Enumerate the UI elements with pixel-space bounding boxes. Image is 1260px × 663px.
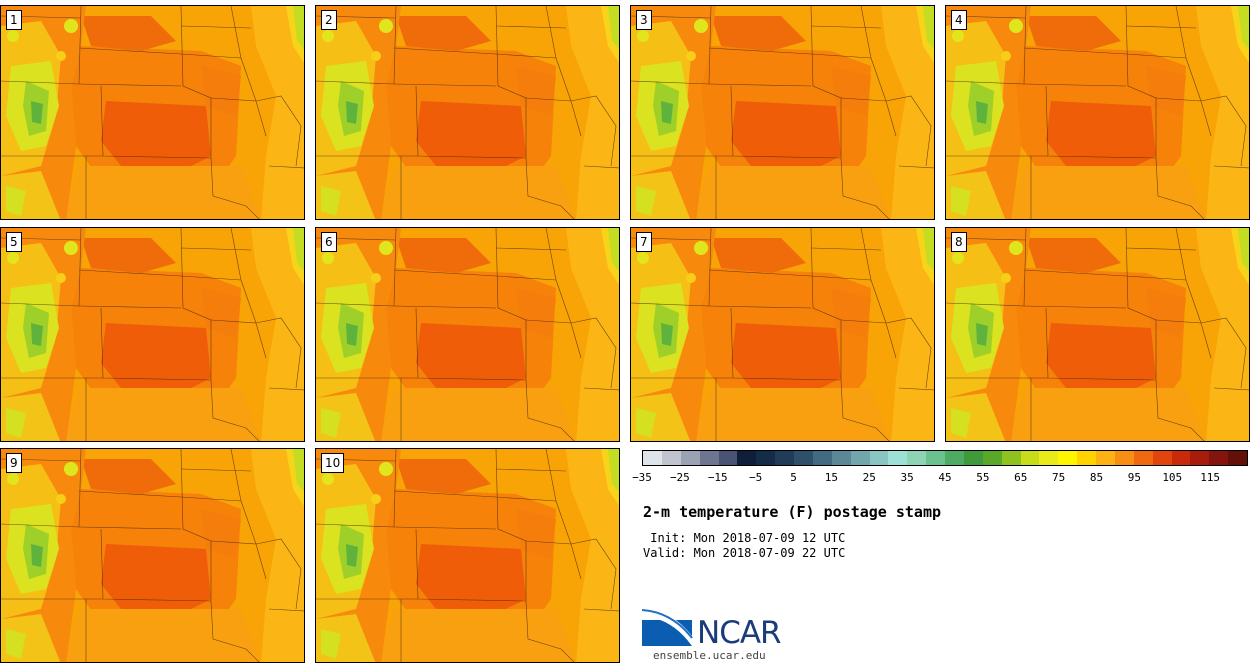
colorbar-cell [661,451,681,465]
colorbar-cell [680,451,700,465]
colorbar-tick-label: −25 [669,471,690,484]
ensemble-member-panel[interactable]: 1 [0,5,305,220]
colorbar-cell [869,451,889,465]
colorbar-cell [1058,451,1078,465]
member-number-label: 5 [6,232,22,252]
colorbar-tick-label: 115 [1200,471,1221,484]
colorbar-cell [699,451,719,465]
member-number-label: 8 [951,232,967,252]
ensemble-member-panel[interactable]: 8 [945,227,1250,442]
colorbar-tick-labels: −35 −25 −15 −5 5 15 25 35 45 55 65 75 85 95 105 115 [632,468,1248,488]
member-number-label: 6 [321,232,337,252]
colorbar-tick-label: 25 [862,471,876,484]
member-number-label: 2 [321,10,337,30]
colorbar-cell [850,451,870,465]
member-number-label: 10 [321,453,345,473]
member-number-label: 7 [636,232,652,252]
colorbar-tick-label: 35 [900,471,914,484]
ncar-logo-icon [642,608,693,646]
colorbar-cell [1171,451,1191,465]
colorbar-cell [1133,451,1153,465]
ensemble-member-panel[interactable]: 4 [945,5,1250,220]
colorbar-tick-label: 85 [1089,471,1104,484]
ensemble-member-panel[interactable]: 9 [0,448,305,663]
colorbar-cell [643,451,662,465]
colorbar-cell [812,451,832,465]
member-number-label: 9 [6,453,22,473]
colorbar-tick-label: 15 [824,471,838,484]
colorbar-cell [1001,451,1021,465]
colorbar-cell [775,451,794,465]
colorbar-cell [1228,451,1247,465]
colorbar-tick-label: −5 [749,471,763,484]
colorbar-tick-label: 75 [1052,471,1066,484]
colorbar-cell [1114,451,1134,465]
colorbar-cell [737,451,757,465]
colorbar-cell [926,451,945,465]
valid-time: Valid: Mon 2018-07-09 22 UTC [643,546,846,560]
colorbar-tick-label: −15 [707,471,728,484]
ensemble-member-panel[interactable]: 2 [315,5,620,220]
colorbar-cell [1039,451,1059,465]
ensemble-member-panel[interactable]: 10 [315,448,620,663]
colorbar-cell [1077,451,1096,465]
site-url[interactable]: ensemble.ucar.edu [653,649,766,662]
colorbar-cell [1152,451,1172,465]
colorbar-tick-label: 45 [938,471,952,484]
colorbar-tick-label: 55 [976,471,990,484]
member-number-label: 1 [6,10,22,30]
colorbar-cell [982,451,1002,465]
ensemble-member-panel[interactable]: 7 [630,227,935,442]
colorbar-cell [1096,451,1115,465]
ncar-wordmark: NCAR [697,615,782,651]
colorbar-cell [718,451,738,465]
colorbar-tick-label: −35 [632,471,652,484]
colorbar-cell [756,451,776,465]
plot-title: 2-m temperature (F) postage stamp [643,503,942,521]
colorbar-cell [794,451,813,465]
member-number-label: 4 [951,10,967,30]
colorbar-cell [945,451,964,465]
colorbar-cell [1190,451,1210,465]
colorbar-cell [888,451,908,465]
colorbar-tick-label: 95 [1127,471,1141,484]
init-time: Init: Mon 2018-07-09 12 UTC [643,531,846,545]
colorbar-cell [963,451,983,465]
ensemble-member-panel[interactable]: 6 [315,227,620,442]
ensemble-member-panel[interactable]: 3 [630,5,935,220]
colorbar-cell [1209,451,1229,465]
temperature-colorbar [642,450,1248,466]
member-number-label: 3 [636,10,652,30]
ensemble-member-panel[interactable]: 5 [0,227,305,442]
colorbar-tick-label: 5 [790,471,797,484]
colorbar-tick-label: 65 [1014,471,1028,484]
colorbar-cell [1020,451,1040,465]
colorbar-cell [907,451,927,465]
colorbar-tick-label: 105 [1162,471,1183,484]
colorbar-cell [831,451,851,465]
